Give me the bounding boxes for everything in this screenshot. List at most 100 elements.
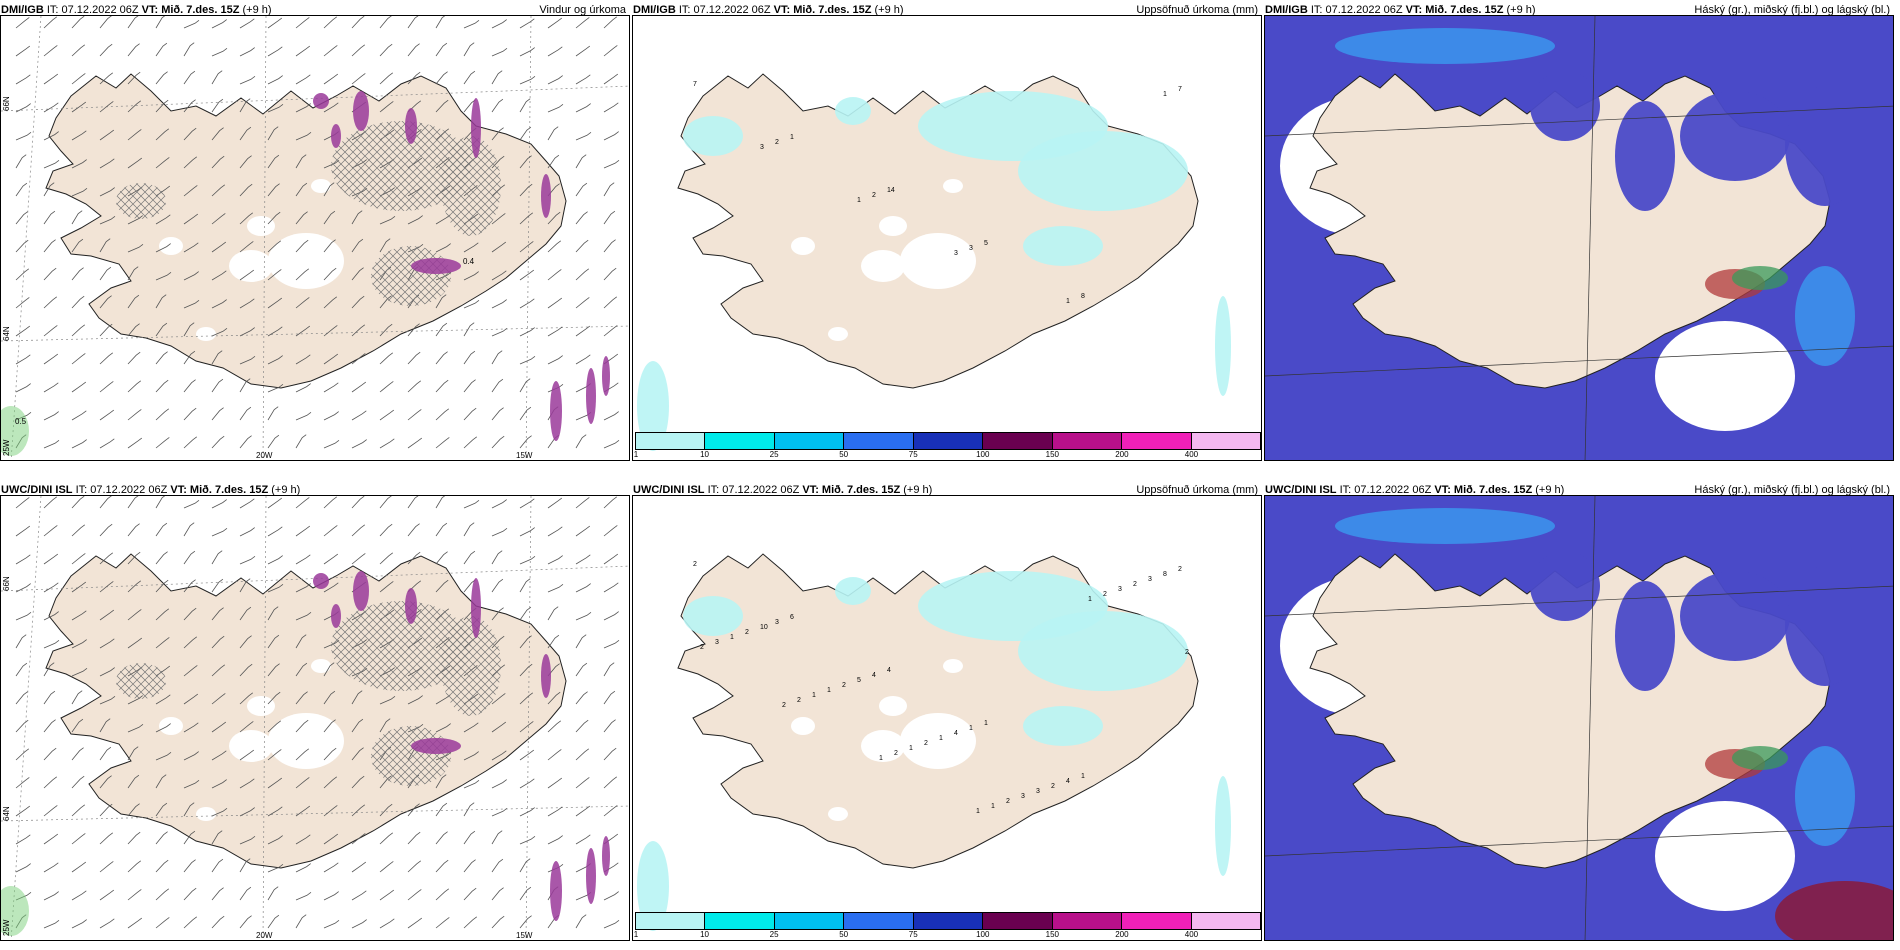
wind-barb [43, 553, 59, 565]
precip-blob [331, 124, 341, 148]
wind-barb [71, 210, 83, 225]
wind-barb [463, 830, 476, 845]
wind-barb [491, 378, 504, 393]
wind-barb [519, 915, 532, 929]
valid-time: Mið. 7.des. 15Z [1425, 4, 1504, 16]
wind-barb [323, 919, 340, 929]
longitude-line [262, 16, 267, 460]
colorbar-ticks: 1 10 25 50 75 100 150 200 400 [634, 930, 1261, 940]
longitude-label-20w: 20W [256, 931, 273, 940]
wind-barb [267, 806, 283, 817]
wind-barb [351, 210, 363, 225]
wind-barb [603, 582, 619, 593]
wind-barb [99, 918, 115, 929]
wind-barb [547, 355, 563, 365]
wind-barb [323, 267, 337, 281]
wind-barb [519, 18, 535, 29]
wind-barb [15, 748, 30, 761]
wind-barb [295, 863, 311, 873]
wind-barb [491, 830, 503, 845]
wind-barb [603, 525, 618, 537]
wind-barb [519, 47, 535, 57]
glacier-shape [900, 233, 976, 289]
wind-barb [15, 354, 31, 365]
wind-barb [547, 720, 562, 733]
wind-barb [267, 777, 283, 789]
wind-barb [99, 695, 116, 705]
wind-barb [491, 435, 505, 449]
wind-barb [379, 523, 393, 537]
wind-barb [15, 834, 31, 845]
colorbar-segment [1191, 913, 1260, 929]
wind-barb [43, 891, 59, 901]
colorbar-tick-label: 400 [1184, 450, 1199, 459]
wind-barb [127, 496, 139, 509]
wind-barb [43, 131, 59, 141]
wind-barb [155, 522, 168, 537]
precip-value: 2 [1006, 798, 1010, 805]
wind-barb [603, 239, 616, 253]
wind-barb [71, 524, 86, 537]
wind-barb [603, 662, 615, 677]
wind-barb [15, 211, 28, 225]
graticule [1265, 496, 1893, 940]
wind-barb [379, 409, 395, 421]
wind-barb [127, 16, 139, 29]
colorbar-segment [983, 433, 1053, 449]
precip-blob [586, 848, 596, 904]
wind-barb [407, 437, 423, 449]
hatched-precip-area [371, 726, 451, 786]
wind-barb [43, 210, 56, 225]
colorbar-tick-label: 50 [839, 450, 849, 459]
wind-barb [183, 322, 195, 337]
wind-barb [435, 243, 451, 253]
wind-barb [295, 691, 308, 705]
precip-value: 1 [730, 634, 734, 641]
wind-barb [491, 499, 507, 509]
wind-barb [267, 749, 282, 761]
wind-barb [519, 807, 535, 817]
wind-barb [603, 747, 617, 761]
wind-barb [267, 75, 283, 85]
wind-barb [407, 43, 420, 57]
wind-barb [295, 182, 308, 197]
wind-barb [323, 439, 340, 449]
wind-barb [379, 496, 392, 509]
wind-barb [491, 721, 507, 733]
longitude-label-25w: 25W [2, 919, 11, 936]
glacier-shape [159, 717, 183, 735]
wind-barb [547, 497, 563, 509]
mid-cloud-area [1795, 746, 1855, 846]
wind-barb [267, 691, 281, 705]
precip-blob [541, 174, 551, 218]
wind-barb [183, 213, 199, 225]
wind-barb [43, 805, 58, 817]
wind-barb [43, 182, 55, 197]
wind-barb [575, 525, 591, 537]
wind-barb [99, 832, 114, 845]
wind-barb [603, 611, 619, 621]
wind-barb [575, 239, 589, 253]
wind-barb [127, 71, 141, 85]
wind-barb [127, 774, 140, 789]
wind-barb [127, 351, 141, 365]
wind-barb [267, 126, 279, 141]
wind-barb [491, 915, 505, 929]
wind-barb [155, 243, 171, 253]
latitude-line [1265, 105, 1893, 137]
panel-title: Vindur og úrkoma [539, 4, 626, 16]
wind-barb [407, 409, 422, 421]
wind-barb [99, 552, 114, 565]
wind-barb [547, 835, 563, 845]
wind-barb [99, 409, 115, 421]
wind-barb [183, 499, 200, 509]
wind-barb [575, 154, 587, 169]
map-canvas: 66N 64N 25W 20W 15W [1, 496, 629, 940]
wind-barb [127, 746, 139, 761]
wind-barb [295, 103, 311, 113]
wind-barb [575, 691, 588, 705]
wind-barb [491, 299, 507, 309]
wind-barb [603, 776, 618, 789]
wind-barb [211, 830, 223, 845]
colorbar-tick-label: 200 [1115, 930, 1129, 939]
